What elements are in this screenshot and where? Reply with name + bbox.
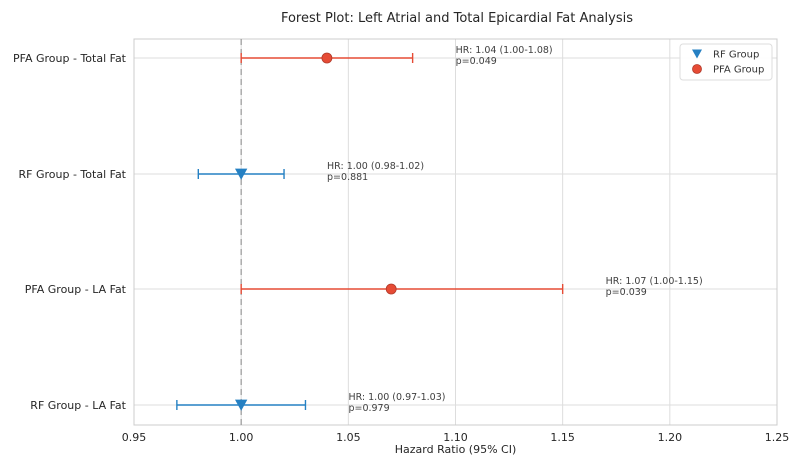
hr-annotation: HR: 1.00 (0.97-1.03): [348, 392, 445, 403]
legend-marker-pfa: [692, 64, 702, 74]
legend: RF Group PFA Group: [679, 43, 773, 81]
p-value-annotation: p=0.039: [606, 287, 647, 298]
hr-annotation: HR: 1.04 (1.00-1.08): [456, 45, 553, 56]
marks-layer: HR: 1.04 (1.00-1.08)p=0.049 HR: 1.00 (0.9…: [176, 45, 703, 414]
hr-marker-triangle: [234, 399, 248, 411]
x-tick-label: 0.95: [122, 431, 147, 444]
x-axis-label: Hazard Ratio (95% CI): [395, 443, 517, 456]
p-value-annotation: p=0.979: [348, 403, 389, 414]
hr-marker-circle: [321, 52, 333, 64]
x-tick-label: 1.10: [443, 431, 468, 444]
y-tick-label: RF Group - LA Fat: [30, 399, 126, 412]
x-tick-labels: 0.95 1.00 1.05 1.10 1.15 1.20 1.25: [122, 431, 790, 444]
hr-annotation: HR: 1.07 (1.00-1.15): [606, 276, 703, 287]
y-tick-label: PFA Group - Total Fat: [13, 52, 127, 65]
chart-title: Forest Plot: Left Atrial and Total Epica…: [281, 11, 633, 26]
p-value-annotation: p=0.049: [456, 56, 497, 67]
legend-marker-rf: [692, 49, 702, 59]
y-tick-labels: PFA Group - Total Fat RF Group - Total Fa…: [13, 52, 127, 412]
plot-frame: [133, 38, 778, 426]
legend-label: RF Group: [713, 50, 759, 61]
p-value-annotation: p=0.881: [327, 172, 368, 183]
x-tick-label: 1.15: [550, 431, 575, 444]
y-tick-label: PFA Group - LA Fat: [25, 283, 127, 296]
y-tick-label: RF Group - Total Fat: [19, 168, 127, 181]
hr-marker-triangle: [234, 168, 248, 180]
legend-box: [679, 43, 773, 81]
legend-label: PFA Group: [713, 65, 764, 76]
hr-marker-circle: [385, 283, 397, 295]
x-tick-label: 1.05: [336, 431, 361, 444]
x-tick-label: 1.25: [765, 431, 790, 444]
x-tick-label: 1.20: [658, 431, 683, 444]
hr-annotation: HR: 1.00 (0.98-1.02): [327, 161, 424, 172]
grid-layer: [133, 39, 778, 425]
x-tick-label: 1.00: [229, 431, 254, 444]
